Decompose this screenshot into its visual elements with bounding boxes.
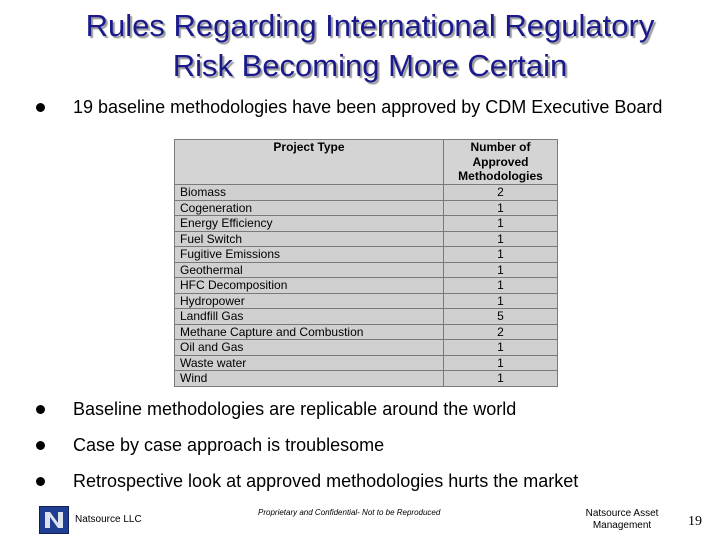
table-row: Oil and Gas 1 [174, 339, 558, 356]
project-type-cell: Fugitive Emissions [174, 246, 444, 263]
methodology-count-cell: 1 [443, 261, 558, 278]
bullet-item: Retrospective look at approved methodolo… [36, 470, 686, 492]
project-type-cell: Geothermal [174, 261, 444, 278]
bullet-text: Retrospective look at approved methodolo… [73, 471, 579, 491]
table-row: Fuel Switch 1 [174, 230, 558, 247]
bullet-dot-icon [36, 103, 45, 112]
natsource-logo-icon [39, 506, 69, 534]
footer-company-full: Natsource Asset Management [584, 508, 660, 532]
project-type-cell: Cogeneration [174, 199, 444, 216]
project-type-cell: Oil and Gas [174, 339, 444, 356]
table-header-row: Project Type Number of Approved Methodol… [174, 139, 558, 185]
footer-confidential: Proprietary and Confidential- Not to be … [258, 508, 441, 517]
title-line-2: Risk Becoming More Certain [172, 48, 568, 83]
table-row: Fugitive Emissions 1 [174, 246, 558, 263]
methodology-count-cell: 1 [443, 339, 558, 356]
bullet-item: Baseline methodologies are replicable ar… [36, 398, 686, 420]
project-type-cell: HFC Decomposition [174, 277, 444, 294]
table-row: Biomass 2 [174, 184, 558, 201]
page-number: 19 [688, 514, 702, 529]
methodology-count-cell: 5 [443, 308, 558, 325]
table-row: Hydropower 1 [174, 292, 558, 309]
methodology-count-cell: 1 [443, 215, 558, 232]
bullet-dot-icon [36, 477, 45, 486]
bullet-item: Case by case approach is troublesome [36, 434, 686, 456]
project-type-cell: Waste water [174, 354, 444, 371]
table-row: Landfill Gas 5 [174, 308, 558, 325]
table-row: Waste water 1 [174, 354, 558, 371]
project-type-cell: Energy Efficiency [174, 215, 444, 232]
methodology-count-cell: 2 [443, 184, 558, 201]
bullet-dot-icon [36, 441, 45, 450]
bullet-item: 19 baseline methodologies have been appr… [36, 96, 686, 118]
bullet-dot-icon [36, 405, 45, 414]
project-type-cell: Fuel Switch [174, 230, 444, 247]
methodology-count-cell: 1 [443, 354, 558, 371]
title-line-1: Rules Regarding International Regulatory [85, 8, 655, 43]
table-row: Cogeneration 1 [174, 199, 558, 216]
methodologies-table: Project Type Number of Approved Methodol… [174, 139, 558, 387]
footer-right-line-1: Natsource Asset [585, 508, 659, 519]
project-type-cell: Hydropower [174, 292, 444, 309]
table-row: Energy Efficiency 1 [174, 215, 558, 232]
methodology-count-cell: 1 [443, 199, 558, 216]
footer-company: Natsource LLC [75, 514, 142, 525]
methodology-count-cell: 1 [443, 277, 558, 294]
header-number-approved: Number of Approved Methodologies [443, 139, 558, 185]
table-row: Geothermal 1 [174, 261, 558, 278]
project-type-cell: Methane Capture and Combustion [174, 323, 444, 340]
project-type-cell: Biomass [174, 184, 444, 201]
table-row: HFC Decomposition 1 [174, 277, 558, 294]
project-type-cell: Landfill Gas [174, 308, 444, 325]
bullet-text: 19 baseline methodologies have been appr… [73, 97, 663, 117]
methodology-count-cell: 1 [443, 246, 558, 263]
methodology-count-cell: 2 [443, 323, 558, 340]
methodology-count-cell: 1 [443, 292, 558, 309]
methodology-count-cell: 1 [443, 230, 558, 247]
slide-title: Rules Regarding International Regulatory… [40, 6, 700, 86]
table-row: Wind 1 [174, 370, 558, 387]
methodology-count-cell: 1 [443, 370, 558, 387]
footer-right-line-2: Management [592, 520, 652, 531]
bullet-text: Case by case approach is troublesome [73, 435, 385, 455]
header-project-type: Project Type [174, 139, 444, 185]
table-row: Methane Capture and Combustion 2 [174, 323, 558, 340]
bullet-text: Baseline methodologies are replicable ar… [73, 399, 517, 419]
project-type-cell: Wind [174, 370, 444, 387]
